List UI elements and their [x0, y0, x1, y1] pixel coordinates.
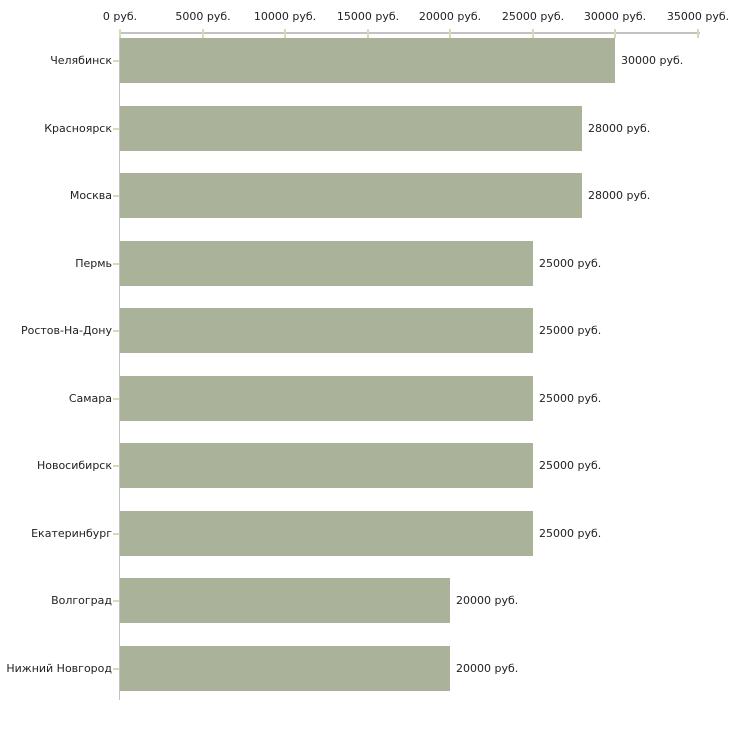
bar	[120, 308, 533, 353]
x-axis-tick-mark	[614, 29, 616, 38]
bar	[120, 511, 533, 556]
y-axis-tick-mark	[113, 600, 119, 602]
y-axis-tick-mark	[113, 195, 119, 197]
x-axis-tick-label: 15000 руб.	[336, 10, 400, 23]
x-axis-tick-mark	[284, 29, 286, 38]
y-axis-tick-mark	[113, 398, 119, 400]
bar	[120, 578, 450, 623]
category-label: Новосибирск	[36, 459, 112, 472]
y-axis-tick-mark	[113, 465, 119, 467]
y-axis-tick-mark	[113, 330, 119, 332]
category-label: Волгоград	[51, 594, 112, 607]
bar	[120, 646, 450, 691]
category-label: Пермь	[75, 257, 112, 270]
category-label: Нижний Новгород	[6, 662, 112, 675]
x-axis-tick-label: 10000 руб.	[253, 10, 317, 23]
bar-value-label: 25000 руб.	[539, 527, 602, 540]
x-axis-tick-mark	[119, 29, 121, 38]
y-axis-tick-mark	[113, 668, 119, 670]
bar	[120, 443, 533, 488]
x-axis-tick-mark	[697, 29, 699, 38]
bar	[120, 376, 533, 421]
x-axis-tick-label: 5000 руб.	[175, 10, 231, 23]
category-label: Самара	[68, 392, 112, 405]
category-label: Ростов-На-Дону	[20, 324, 112, 337]
y-axis-tick-mark	[113, 263, 119, 265]
x-axis-tick-label: 30000 руб.	[583, 10, 647, 23]
bar-value-label: 28000 руб.	[588, 189, 651, 202]
bar	[120, 106, 582, 151]
category-label: Челябинск	[50, 54, 112, 67]
x-axis-line	[119, 32, 700, 34]
bar-value-label: 30000 руб.	[621, 54, 684, 67]
x-axis-tick-mark	[367, 29, 369, 38]
y-axis-tick-mark	[113, 128, 119, 130]
bar-value-label: 20000 руб.	[456, 594, 519, 607]
bar-value-label: 25000 руб.	[539, 324, 602, 337]
bar	[120, 38, 615, 83]
bar-value-label: 28000 руб.	[588, 122, 651, 135]
x-axis-tick-label: 20000 руб.	[418, 10, 482, 23]
bar-value-label: 25000 руб.	[539, 257, 602, 270]
bar	[120, 173, 582, 218]
bar-value-label: 25000 руб.	[539, 459, 602, 472]
category-label: Красноярск	[44, 122, 112, 135]
bar	[120, 241, 533, 286]
y-axis-tick-mark	[113, 533, 119, 535]
y-axis-tick-mark	[113, 60, 119, 62]
x-axis-tick-label: 25000 руб.	[501, 10, 565, 23]
y-axis-line	[119, 32, 120, 700]
x-axis-tick-mark	[449, 29, 451, 38]
x-axis-tick-mark	[202, 29, 204, 38]
bar-value-label: 25000 руб.	[539, 392, 602, 405]
category-label: Екатеринбург	[31, 527, 112, 540]
bar-value-label: 20000 руб.	[456, 662, 519, 675]
x-axis-tick-label: 0 руб.	[102, 10, 138, 23]
x-axis-tick-label: 35000 руб.	[666, 10, 730, 23]
x-axis-tick-mark	[532, 29, 534, 38]
category-label: Москва	[69, 189, 112, 202]
